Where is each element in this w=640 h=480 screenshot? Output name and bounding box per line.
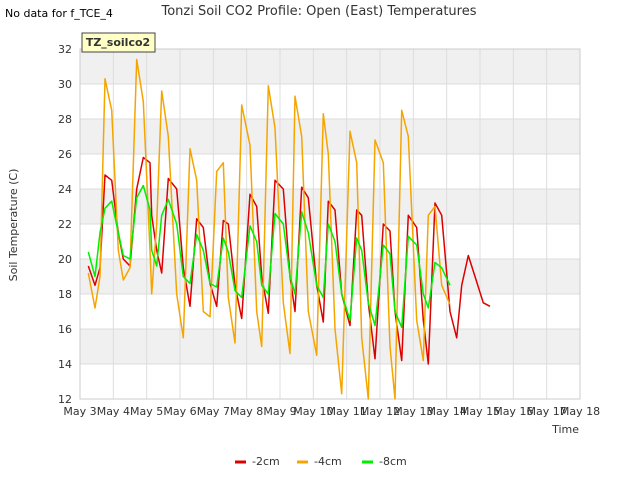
plot-band-mid-low	[80, 259, 580, 294]
y-tick-label: 26	[58, 148, 72, 161]
legend-box: TZ_soilco2	[81, 32, 156, 53]
x-tick-label: May 15	[460, 405, 500, 418]
plot-band-top	[80, 49, 580, 84]
no-data-note: No data for f_TCE_4	[5, 7, 113, 20]
y-tick-label: 32	[58, 43, 72, 56]
y-tick-label: 20	[58, 253, 72, 266]
x-tick-label: May 4	[97, 405, 130, 418]
y-tick-label: 16	[58, 323, 72, 336]
x-axis-label: Time	[551, 423, 579, 436]
y-tick-label: 24	[58, 183, 72, 196]
x-tick-label: May 16	[493, 405, 533, 418]
plot-band-lower	[80, 329, 580, 364]
series-lines	[87, 58, 491, 400]
x-tick-label: May 9	[263, 405, 296, 418]
x-tick-label: May 6	[163, 405, 196, 418]
x-tick-label: May 13	[393, 405, 433, 418]
y-tick-label: 14	[58, 358, 72, 371]
legend-label: -2cm	[252, 455, 280, 468]
x-tick-label: May 5	[130, 405, 163, 418]
x-tick-label: May 3	[63, 405, 96, 418]
plot-band-upper	[80, 119, 580, 154]
y-tick-label: 18	[58, 288, 72, 301]
x-tick-label: May 10	[293, 405, 333, 418]
x-tick-label: May 11	[327, 405, 367, 418]
x-tick-label: May 7	[197, 405, 230, 418]
x-tick-label: May 12	[360, 405, 400, 418]
y-axis-label: Soil Temperature (C)	[7, 169, 20, 282]
series-line-8cm	[87, 184, 451, 329]
series-line-4cm	[87, 58, 451, 400]
y-tick-label: 12	[58, 393, 72, 406]
x-tick-label: May 17	[527, 405, 567, 418]
plot-frame	[79, 48, 581, 400]
y-tick-label: 22	[58, 218, 72, 231]
series-line-2cm	[87, 156, 491, 365]
legend-box-label: TZ_soilco2	[86, 36, 150, 49]
x-tick-label: May 8	[230, 405, 263, 418]
legend-label: -8cm	[379, 455, 407, 468]
legend-label: -4cm	[314, 455, 342, 468]
y-tick-label: 30	[58, 78, 72, 91]
y-tick-label: 28	[58, 113, 72, 126]
x-tick-label: May 14	[427, 405, 467, 418]
x-tick-label: May 18	[560, 405, 600, 418]
legend: -2cm -4cm -8cm	[235, 455, 407, 468]
y-axis-ticks: 12 14 16 18 20 22 24 26 28 30 32	[58, 43, 72, 406]
chart-title: Tonzi Soil CO2 Profile: Open (East) Temp…	[160, 4, 476, 19]
